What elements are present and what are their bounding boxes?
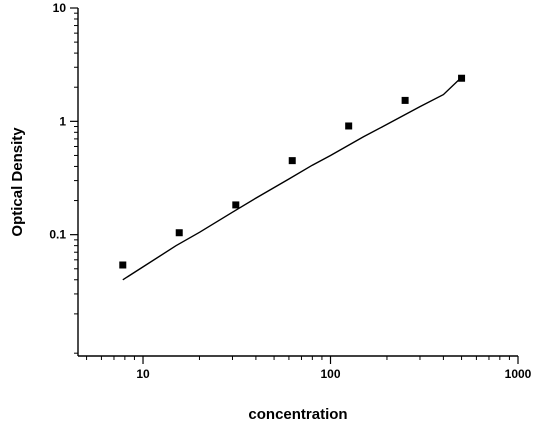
data-points: [119, 74, 466, 269]
x-tick-label: 10: [136, 367, 150, 381]
tick-labels: 10 100 1000 0.1 1 10: [49, 1, 531, 381]
data-point: [175, 229, 183, 237]
data-point: [232, 201, 240, 209]
y-tick-label: 1: [59, 114, 66, 128]
data-point: [288, 157, 296, 165]
data-point: [119, 261, 127, 269]
axes: [77, 8, 518, 357]
data-point: [345, 122, 353, 130]
y-tick-label: 10: [53, 1, 67, 15]
x-tick-label: 100: [320, 367, 340, 381]
data-point: [458, 74, 466, 82]
y-tick-label: 0.1: [49, 228, 66, 242]
data-point: [401, 96, 409, 104]
x-tick-label: 1000: [505, 367, 532, 381]
ticks: [70, 7, 519, 364]
y-axis-title: Optical Density: [9, 127, 26, 237]
fit-curve-line: [122, 76, 463, 281]
x-axis-title: concentration: [248, 406, 347, 423]
